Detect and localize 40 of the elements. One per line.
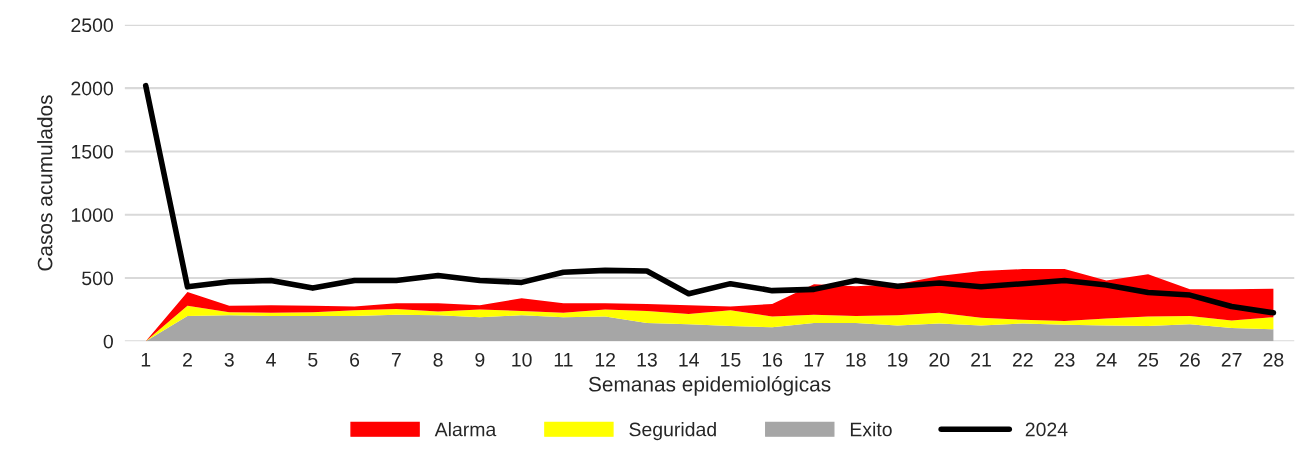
x-tick-label: 13 xyxy=(637,352,657,367)
x-tick-label: 28 xyxy=(1263,352,1284,367)
legend-label: 2024 xyxy=(1025,422,1068,437)
x-tick-label: 23 xyxy=(1054,352,1075,367)
x-tick-label: 6 xyxy=(350,352,360,367)
x-tick-label: 11 xyxy=(554,353,573,367)
x-tick-label: 15 xyxy=(721,353,741,367)
y-tick-label: 1500 xyxy=(71,144,113,159)
x-tick-label: 10 xyxy=(512,352,532,367)
x-tick-label: 9 xyxy=(475,352,485,367)
x-tick-label: 12 xyxy=(595,352,615,367)
x-tick-label: 25 xyxy=(1138,352,1159,367)
legend-label: Alarma xyxy=(434,422,497,437)
x-tick-label: 14 xyxy=(679,353,699,367)
x-axis-title: Semanas epidemiológicas xyxy=(588,376,831,396)
x-tick-label: 17 xyxy=(804,353,824,367)
legend-label: Exito xyxy=(850,422,892,437)
x-tick-label: 19 xyxy=(888,352,908,367)
y-tick-label: 0 xyxy=(103,334,113,349)
x-tick-label: 2 xyxy=(183,352,192,367)
x-tick-label: 26 xyxy=(1180,352,1200,367)
y-tick-label: 500 xyxy=(82,271,113,286)
x-tick-label: 27 xyxy=(1221,352,1242,367)
x-tick-label: 20 xyxy=(929,352,950,367)
x-tick-label: 18 xyxy=(846,352,866,367)
y-tick-label: 2000 xyxy=(71,81,113,96)
x-tick-label: 21 xyxy=(971,352,991,367)
x-tick-label: 5 xyxy=(308,353,318,367)
x-tick-label: 8 xyxy=(433,352,443,367)
x-tick-label: 22 xyxy=(1012,352,1033,367)
x-tick-label: 16 xyxy=(762,352,783,367)
y-tick-label: 2500 xyxy=(71,18,113,33)
y-tick-label: 1000 xyxy=(71,208,113,222)
x-tick-label: 3 xyxy=(224,352,234,367)
x-tick-label: 24 xyxy=(1096,352,1117,367)
y-axis-title: Casos acumulados xyxy=(37,95,53,271)
legend-label: Seguridad xyxy=(629,422,716,441)
x-tick-label: 1 xyxy=(141,353,151,367)
x-tick-label: 4 xyxy=(266,353,276,367)
x-tick-label: 7 xyxy=(391,353,401,367)
